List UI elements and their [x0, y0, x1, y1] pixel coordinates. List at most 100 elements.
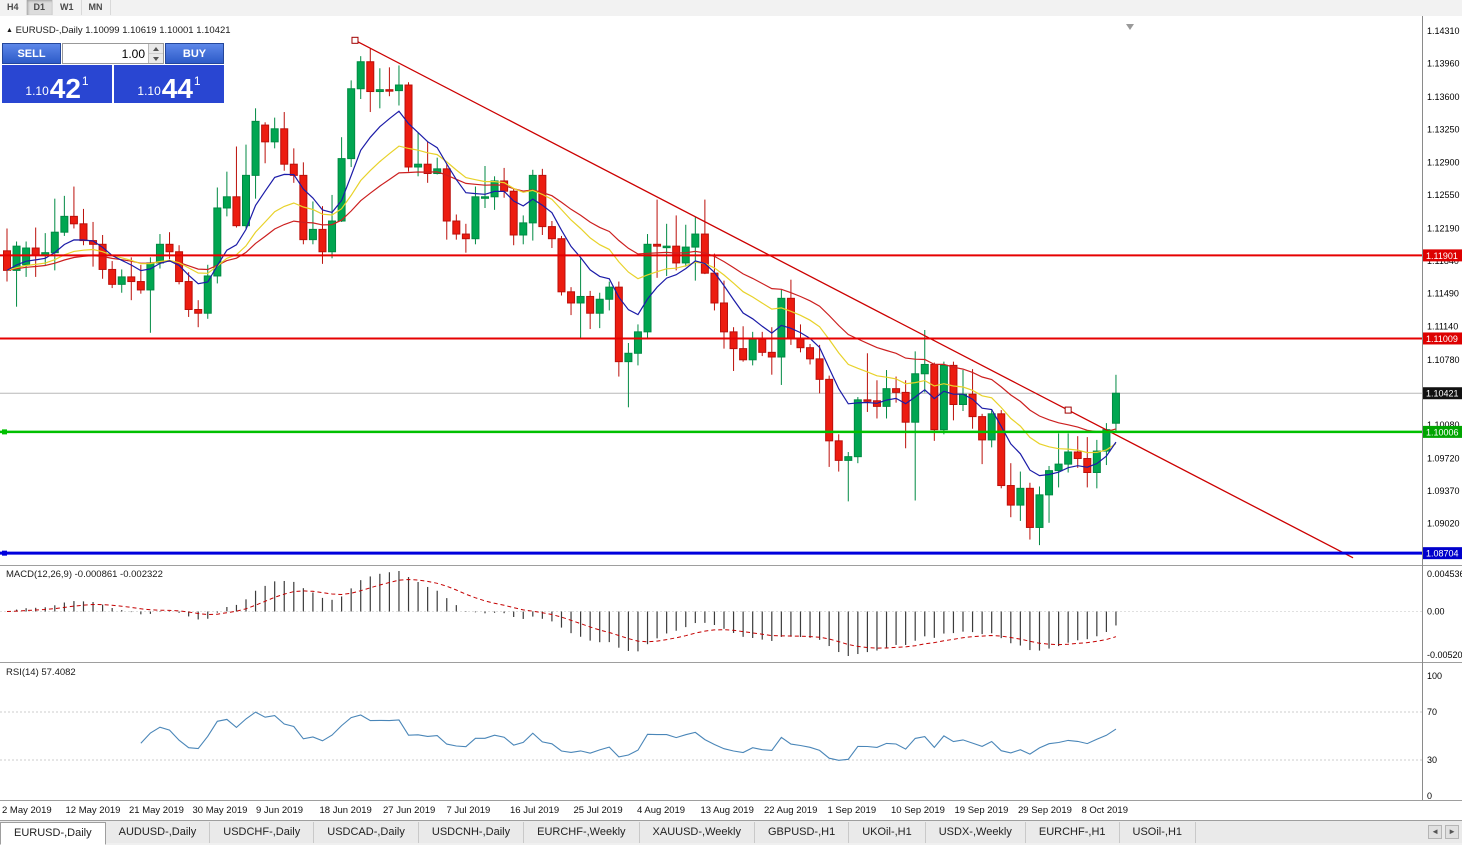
price-axis-separator	[1422, 16, 1423, 820]
symbol-marker-icon: ▲	[6, 27, 13, 34]
price-label-text: 1.11901	[1426, 251, 1458, 261]
spinner-down-icon[interactable]	[149, 54, 163, 63]
rsi-line	[140, 711, 1117, 761]
volume-spinner[interactable]	[148, 44, 163, 63]
price-label-box	[1423, 387, 1462, 400]
price-axis-label: 1.13250	[1427, 125, 1460, 135]
sell-price-small: 1.10	[25, 84, 49, 98]
trendline-handle	[351, 36, 359, 44]
price-axis-label: 1.14310	[1427, 26, 1460, 36]
buy-price-big: 44	[161, 73, 193, 104]
macd-axis-label: 0.004536	[1427, 569, 1462, 579]
date-label: 7 Jul 2019	[446, 805, 491, 816]
chart-tab-xauusd-weekly[interactable]: XAUUSD-,Weekly	[639, 822, 755, 843]
symbol-ohlc-text: EURUSD-,Daily 1.10099 1.10619 1.10001 1.…	[15, 25, 231, 36]
chart-tab-usdcnh-daily[interactable]: USDCNH-,Daily	[418, 822, 525, 843]
timeframe-button-d1[interactable]: D1	[26, 0, 54, 15]
rsi-panel-canvas[interactable]: 100 70 30 0	[0, 662, 1462, 800]
price-axis-label: 1.09020	[1427, 519, 1460, 529]
price-axis-label: 1.12550	[1427, 190, 1460, 200]
timeframe-toolbar: H4 D1 W1 MN	[0, 0, 1462, 17]
chart-tab-eurchf-weekly[interactable]: EURCHF-,Weekly	[524, 822, 640, 843]
date-label: 9 Jun 2019	[256, 805, 304, 816]
sell-button[interactable]: SELL	[2, 43, 61, 64]
trade-prices-row: 1.10 42 1 1.10 44 1	[2, 65, 224, 103]
date-label: 8 Oct 2019	[1081, 805, 1128, 816]
hline-handle	[2, 550, 7, 556]
price-axis-label: 1.11490	[1427, 289, 1459, 299]
date-label: 18 Jun 2019	[319, 805, 372, 816]
sell-price-pipette: 1	[81, 74, 89, 88]
date-label: 19 Sep 2019	[954, 805, 1009, 816]
chart-area[interactable]: 1.14310 1.13960 1.13600 1.13250 1.12900 1.125…	[0, 16, 1462, 821]
macd-axis-label: 0.00	[1427, 607, 1445, 617]
rsi-indicator-label: RSI(14) 57.4082	[6, 667, 76, 678]
date-label: 22 Aug 2019	[764, 805, 818, 816]
date-label: 27 Jun 2019	[383, 805, 436, 816]
date-label: 13 Aug 2019	[700, 805, 754, 816]
chart-tab-bar: EURUSD-,Daily AUDUSD-,Daily USDCHF-,Daily U…	[0, 820, 1462, 845]
rsi-axis-label: 0	[1427, 791, 1432, 800]
spinner-up-icon[interactable]	[149, 44, 163, 54]
buy-price[interactable]: 1.10 44 1	[114, 65, 224, 103]
volume-stepper[interactable]: 1.00	[62, 43, 164, 64]
macd-indicator-label: MACD(12,26,9) -0.000861 -0.002322	[6, 569, 163, 580]
chart-tab-audusd-daily[interactable]: AUDUSD-,Daily	[105, 822, 211, 843]
price-label-text: 1.10421	[1426, 389, 1459, 399]
price-label-text: 1.08704	[1426, 549, 1459, 559]
timeframe-button-mn[interactable]: MN	[82, 0, 111, 15]
price-axis-label: 1.09370	[1427, 486, 1460, 496]
buy-price-pipette: 1	[193, 74, 201, 88]
price-axis-label: 1.13960	[1427, 59, 1460, 69]
macd-axis-label: -0.005205	[1427, 650, 1462, 660]
rsi-axis-label: 70	[1427, 707, 1437, 717]
chart-tab-eurchf-h1[interactable]: EURCHF-,H1	[1025, 822, 1120, 843]
date-label: 2 May 2019	[2, 805, 52, 816]
price-label-box	[1423, 547, 1462, 560]
price-axis-label: 1.12190	[1427, 223, 1460, 233]
price-axis-label: 1.12900	[1427, 157, 1460, 167]
tab-scroll-right-icon[interactable]: ►	[1445, 825, 1459, 839]
date-label: 30 May 2019	[192, 805, 248, 816]
date-label: 21 May 2019	[129, 805, 184, 816]
rsi-axis-label: 100	[1427, 671, 1442, 681]
chart-tab-usdcad-daily[interactable]: USDCAD-,Daily	[314, 822, 419, 843]
chart-tab-usdx-weekly[interactable]: USDX-,Weekly	[925, 822, 1026, 843]
chart-tab-usoil-h1[interactable]: USOil-,H1	[1119, 822, 1197, 843]
chart-shift-marker-icon	[1126, 24, 1134, 30]
date-label: 16 Jul 2019	[510, 805, 560, 816]
date-label: 1 Sep 2019	[827, 805, 877, 816]
chart-tab-gbpusd-h1[interactable]: GBPUSD-,H1	[754, 822, 850, 843]
date-label: 29 Sep 2019	[1018, 805, 1072, 816]
time-axis: 2 May 2019 12 May 2019 21 May 2019 30 May 2…	[0, 800, 1462, 821]
buy-button[interactable]: BUY	[165, 43, 224, 64]
chart-header: ▲ EURUSD-,Daily 1.10099 1.10619 1.10001 …	[6, 25, 231, 36]
trendline-handle	[1064, 406, 1072, 414]
date-label: 10 Sep 2019	[891, 805, 945, 816]
date-label: 25 Jul 2019	[573, 805, 623, 816]
date-label: 4 Aug 2019	[637, 805, 686, 816]
chart-tabs: EURUSD-,Daily AUDUSD-,Daily USDCHF-,Daily U…	[0, 822, 1197, 845]
timeframe-button-h4[interactable]: H4	[0, 0, 27, 15]
price-axis-label: 1.09720	[1427, 454, 1460, 464]
main-chart-canvas[interactable]: 1.14310 1.13960 1.13600 1.13250 1.12900 1.125…	[0, 16, 1462, 565]
macd-histogram	[15, 571, 1117, 656]
chart-tab-ukoil-h1[interactable]: UKOil-,H1	[849, 822, 926, 843]
descending-trendline	[354, 39, 1354, 559]
chart-tab-usdchf-daily[interactable]: USDCHF-,Daily	[210, 822, 315, 843]
sell-price[interactable]: 1.10 42 1	[2, 65, 112, 103]
price-axis-label: 1.11140	[1427, 321, 1458, 331]
price-axis-label: 1.10780	[1427, 355, 1460, 365]
moving-average-line	[6, 171, 1117, 433]
price-label-box	[1423, 249, 1462, 262]
macd-signal-line	[6, 578, 1117, 649]
price-axis-label: 1.13600	[1427, 92, 1460, 102]
one-click-trading-panel: SELL 1.00 BUY 1.10 42 1 1.10 44 1	[2, 43, 224, 103]
tab-scroll-left-icon[interactable]: ◄	[1428, 825, 1443, 839]
volume-value[interactable]: 1.00	[121, 47, 145, 61]
timeframe-button-w1[interactable]: W1	[53, 0, 82, 15]
price-axis-label: 1.10080	[1427, 420, 1460, 430]
macd-panel-canvas[interactable]: 0.004536 0.00 -0.005205	[0, 565, 1462, 662]
moving-average-line	[6, 145, 1117, 454]
